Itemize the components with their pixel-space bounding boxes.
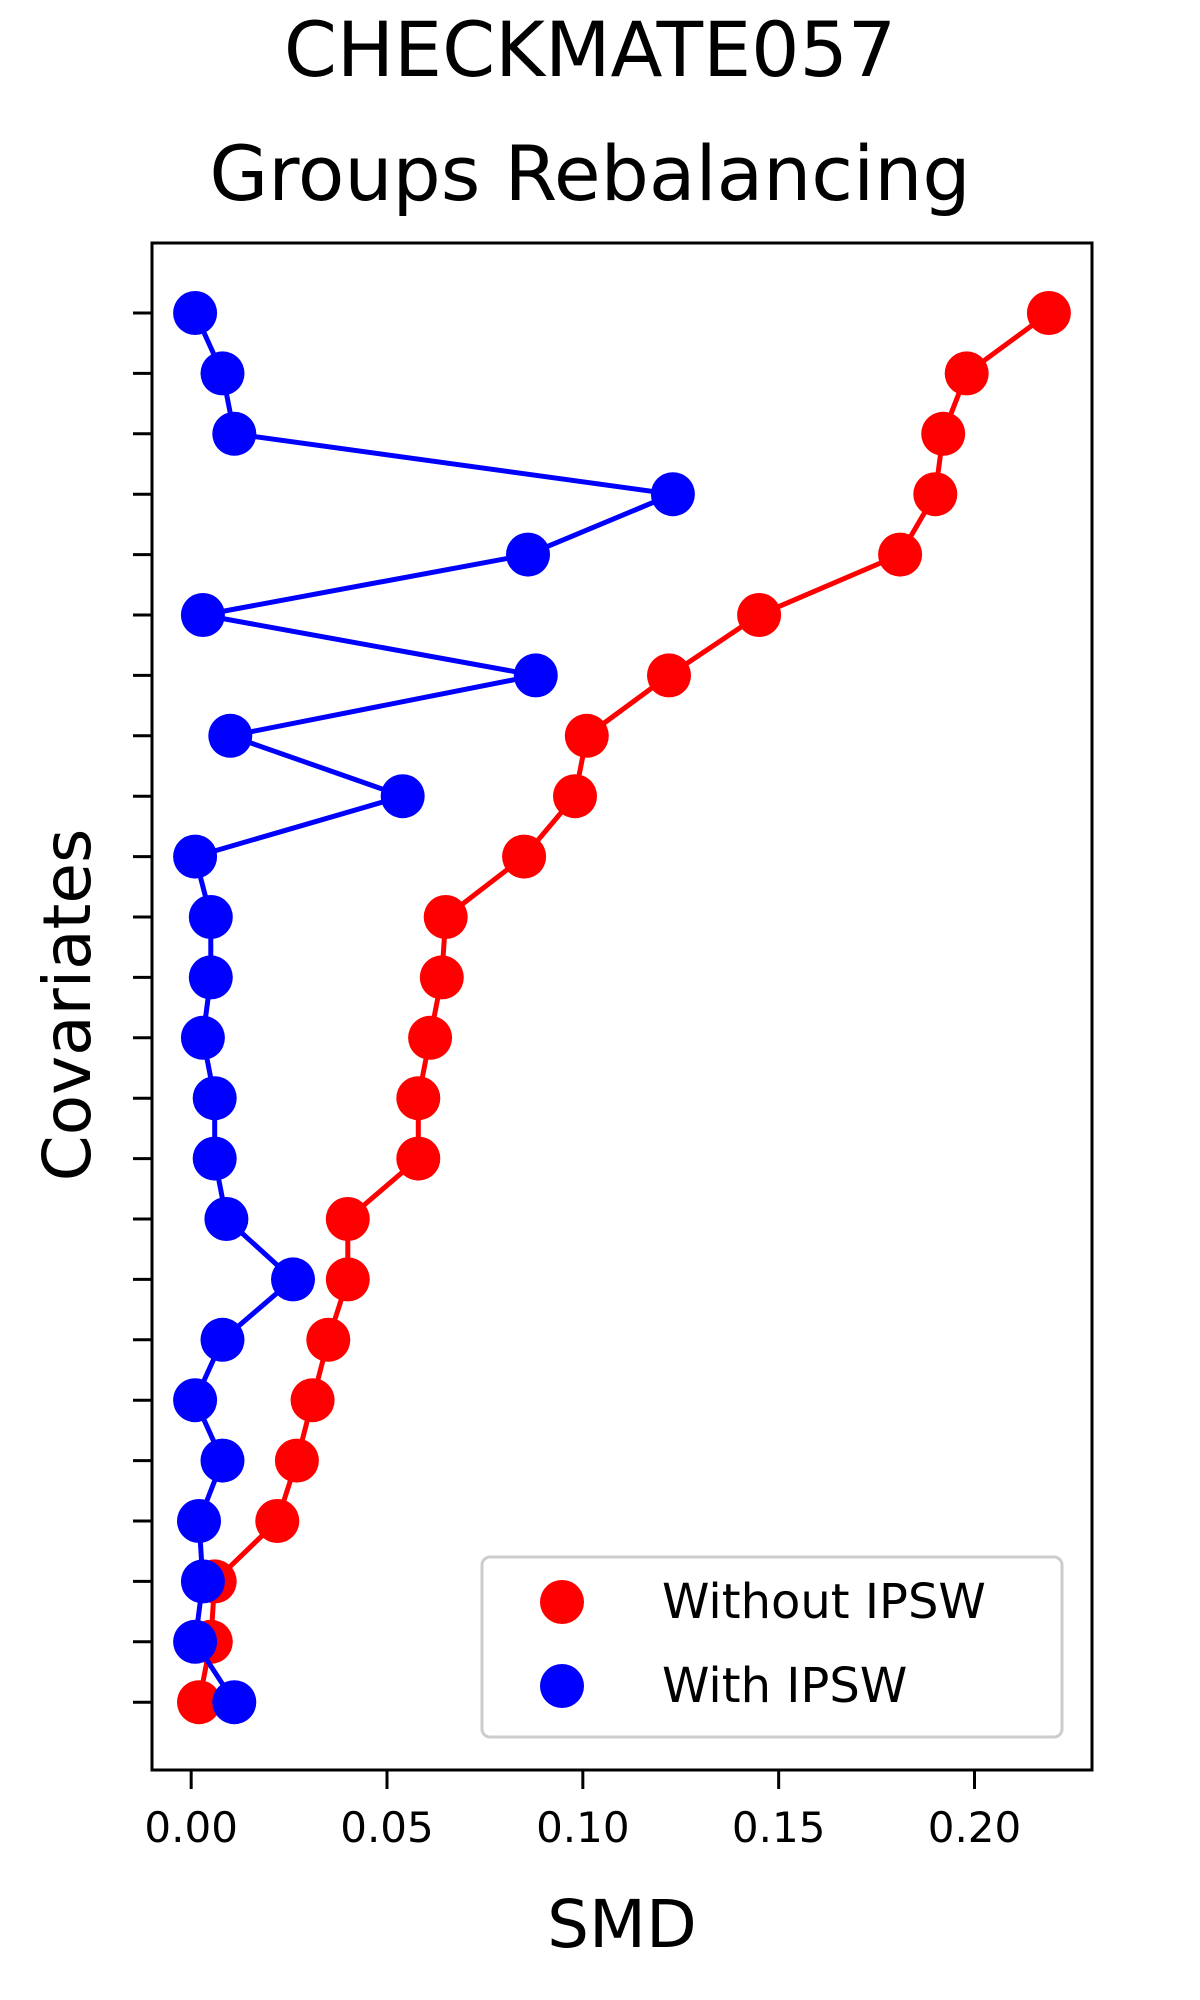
point-without-ipsw-8 [553, 774, 597, 819]
legend-marker-without-ipsw [540, 1580, 584, 1624]
point-without-ipsw-15 [325, 1197, 370, 1241]
point-without-ipsw-13 [396, 1076, 441, 1121]
point-without-ipsw-4 [878, 532, 923, 577]
legend-marker-with-ipsw [540, 1664, 584, 1708]
point-without-ipsw-18 [290, 1378, 335, 1423]
point-with-ipsw-20 [177, 1499, 221, 1543]
point-without-ipsw-12 [408, 1015, 453, 1060]
point-with-ipsw-8 [380, 774, 425, 819]
series-layer [173, 291, 1071, 1725]
point-with-ipsw-21 [180, 1559, 225, 1604]
plot-frame [150, 241, 1094, 1772]
point-with-ipsw-2 [212, 411, 257, 456]
point-without-ipsw-23 [177, 1680, 221, 1725]
point-with-ipsw-15 [204, 1197, 249, 1241]
point-without-ipsw-20 [255, 1499, 300, 1543]
x-ticks: 0.00 0.05 0.10 0.15 0.20 [144, 1770, 1021, 1852]
legend-label-with-ipsw: With IPSW [662, 1658, 907, 1714]
point-with-ipsw-22 [173, 1619, 218, 1664]
point-with-ipsw-9 [173, 834, 218, 879]
point-without-ipsw-7 [564, 713, 609, 758]
point-without-ipsw-17 [306, 1317, 351, 1362]
point-with-ipsw-10 [188, 895, 233, 939]
point-with-ipsw-0 [173, 291, 218, 335]
point-without-ipsw-10 [423, 895, 468, 939]
point-without-ipsw-1 [944, 351, 989, 396]
point-with-ipsw-1 [200, 351, 245, 396]
y-ticks [133, 311, 152, 1704]
point-with-ipsw-13 [192, 1076, 237, 1121]
point-with-ipsw-5 [180, 593, 225, 637]
point-with-ipsw-7 [208, 713, 253, 758]
x-tick-label-1: 0.05 [340, 1803, 434, 1852]
point-with-ipsw-16 [271, 1257, 315, 1302]
legend-label-without-ipsw: Without IPSW [662, 1574, 986, 1630]
point-with-ipsw-12 [180, 1015, 225, 1060]
x-tick-label-4: 0.20 [928, 1803, 1022, 1852]
point-without-ipsw-16 [325, 1257, 370, 1302]
point-with-ipsw-3 [650, 472, 695, 517]
point-without-ipsw-3 [913, 472, 958, 517]
point-with-ipsw-18 [173, 1378, 218, 1423]
point-with-ipsw-23 [212, 1680, 257, 1725]
point-with-ipsw-11 [188, 955, 233, 1000]
point-with-ipsw-19 [200, 1438, 245, 1483]
point-with-ipsw-14 [192, 1136, 237, 1181]
series-line-without-ipsw [196, 310, 1051, 1703]
point-without-ipsw-2 [921, 411, 966, 456]
point-with-ipsw-4 [506, 532, 550, 577]
point-without-ipsw-11 [419, 955, 464, 1000]
legend: Without IPSW With IPSW [480, 1555, 1064, 1739]
x-tick-label-3: 0.15 [732, 1803, 826, 1852]
legend-box [480, 1555, 1064, 1739]
x-tick-label-2: 0.10 [536, 1803, 630, 1852]
x-tick-label-0: 0.00 [144, 1803, 238, 1852]
point-with-ipsw-6 [513, 653, 558, 698]
point-without-ipsw-5 [737, 593, 782, 637]
point-without-ipsw-6 [647, 653, 691, 698]
point-without-ipsw-14 [396, 1136, 441, 1181]
point-without-ipsw-0 [1026, 291, 1071, 335]
point-without-ipsw-9 [502, 834, 547, 879]
y-axis-label: Covariates [29, 829, 106, 1182]
point-with-ipsw-17 [200, 1317, 245, 1362]
point-without-ipsw-19 [274, 1438, 319, 1483]
x-axis-label: SMD [547, 1886, 697, 1963]
chart-title-line-2: Groups Rebalancing [209, 129, 970, 218]
chart-title-line-1: CHECKMATE057 [284, 5, 896, 94]
